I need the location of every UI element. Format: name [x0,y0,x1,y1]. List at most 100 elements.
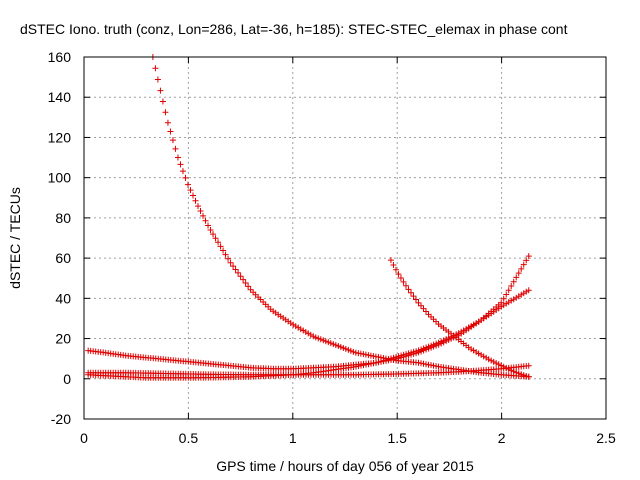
data-point [403,351,410,358]
data-point [220,247,227,254]
data-point [174,154,181,161]
data-point [433,340,440,347]
data-point [200,212,207,219]
y-tick-label: 40 [55,290,71,306]
data-point [412,296,419,303]
data-point [385,356,392,363]
data-point [317,336,324,343]
data-point [525,253,532,260]
data-point [520,372,527,379]
data-point [518,265,525,272]
data-point [515,270,522,277]
data-point [438,338,445,345]
data-point [475,350,482,357]
data-point [525,373,532,380]
x-tick-labels: 0 0.5 1 1.5 2 2.5 [80,430,616,446]
data-point [430,341,437,348]
data-point [468,322,475,329]
data-point [428,342,435,349]
y-tick-label: 60 [55,250,71,266]
data-point [435,339,442,346]
y-tick-labels: -20 0 20 40 60 80 100 120 140 160 [48,49,72,427]
data-point [402,282,409,289]
data-point [187,187,194,194]
series-5 [85,362,532,378]
data-point [520,261,527,268]
data-point [525,362,532,369]
data-point [202,217,209,224]
data-point [320,337,327,344]
x-tick-label: 1.5 [387,430,407,446]
data-point [513,274,520,281]
data-point [418,302,425,309]
data-point [397,274,404,281]
data-point [342,345,349,352]
data-series [85,54,532,381]
data-point [503,291,510,298]
data-point [210,231,217,238]
y-tick-label: 120 [48,129,72,145]
data-point [465,324,472,331]
data-point [518,291,525,298]
data-point [505,287,512,294]
data-point [478,351,485,358]
y-tick-label: 80 [55,210,71,226]
data-point [443,336,450,343]
data-point [393,353,400,360]
data-point [415,347,422,354]
data-point [513,369,520,376]
data-point [388,355,395,362]
data-point [227,259,234,266]
data-point [222,251,229,258]
data-point [500,302,507,309]
data-point [205,222,212,229]
y-axis-label: dSTEC / TECUs [7,187,23,289]
data-point [518,371,525,378]
data-point [420,305,427,312]
data-point [387,257,394,264]
data-point [395,271,402,278]
data-point [315,335,322,342]
data-point [525,287,532,294]
x-tick-label: 2.5 [596,430,616,446]
data-point [310,333,317,340]
data-point [395,353,402,360]
data-point [159,98,166,105]
series-4 [387,257,532,380]
data-point [232,266,239,273]
data-point [408,349,415,356]
data-point [330,341,337,348]
data-point [515,293,522,300]
data-point [327,340,334,347]
data-point [390,354,397,361]
data-point [475,318,482,325]
data-point [242,279,249,286]
x-tick-label: 1 [289,430,297,446]
data-point [322,338,329,345]
data-point [473,320,480,327]
y-tick-label: 100 [48,170,72,186]
data-point [523,257,530,264]
data-point [455,330,462,337]
data-point [225,255,232,262]
data-point [500,295,507,302]
data-point [235,269,242,276]
data-point [440,337,447,344]
data-point [398,352,405,359]
data-point [390,261,397,268]
y-tick-label: 140 [48,89,72,105]
data-point [340,344,347,351]
data-point [184,181,191,188]
data-point [375,359,382,366]
data-point [172,145,179,152]
data-point [297,326,304,333]
data-point [167,128,174,135]
data-point [420,345,427,352]
data-point [405,350,412,357]
data-point [400,351,407,358]
data-point [523,372,530,379]
data-point [380,357,387,364]
data-point [400,278,407,285]
data-point [378,358,385,365]
